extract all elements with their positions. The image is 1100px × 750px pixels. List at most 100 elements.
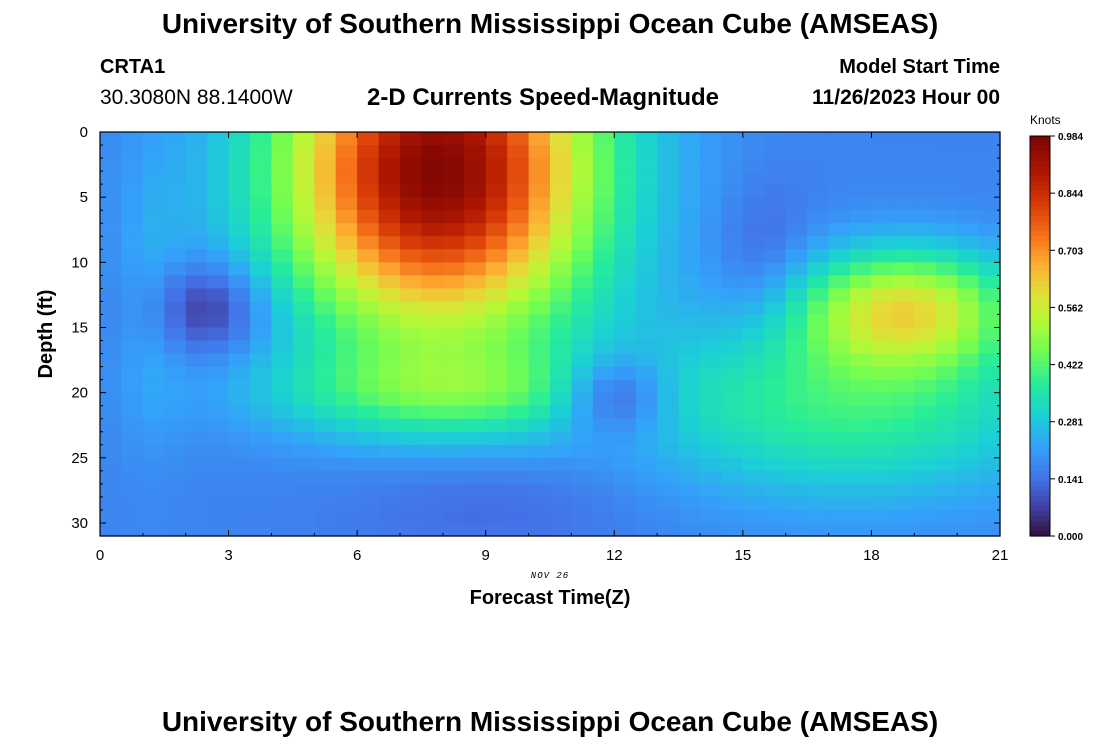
heatmap-cell [657,418,680,433]
heatmap-cell [357,509,380,524]
heatmap-cell [400,483,423,498]
heatmap-cell [292,132,315,146]
heatmap-cell [250,132,273,146]
heatmap-cell [250,275,273,289]
heatmap-cell [914,366,937,381]
colorbar-segment [1030,206,1050,212]
heatmap-cell [871,314,894,329]
heatmap-cell [914,262,937,276]
heatmap-cell [742,301,765,316]
heatmap-cell [635,197,658,211]
heatmap-cell [957,132,980,146]
heatmap-cell [271,197,294,211]
heatmap-cell [678,405,701,420]
heatmap-cell [571,509,594,524]
colorbar-tick-label: 0.141 [1058,475,1083,486]
heatmap-cell [871,275,894,289]
heatmap-cell [871,210,894,224]
colorbar-segment [1030,381,1050,387]
station-id: CRTA1 [100,56,166,78]
heatmap-cell [421,275,444,289]
colorbar-segment [1030,361,1050,367]
colorbar-segment [1030,311,1050,317]
colorbar-segment [1030,321,1050,327]
heatmap-cell [335,470,358,485]
heatmap-cell [764,366,787,381]
heatmap-cell [421,353,444,368]
heatmap-cell [571,470,594,485]
heatmap-cell [335,249,358,263]
heatmap-cell [292,444,315,459]
heatmap-cell [378,145,401,159]
colorbar-segment [1030,346,1050,352]
heatmap-cell [335,340,358,355]
heatmap-cell [892,210,915,224]
heatmap-cell [378,509,401,524]
heatmap-cell [228,457,251,472]
heatmap-cell [892,327,915,342]
heatmap-cell [657,184,680,198]
heatmap-cell [592,522,615,537]
heatmap-cell [550,236,573,250]
colorbar-segment [1030,251,1050,257]
heatmap-cell [207,340,230,355]
colorbar-segment [1030,376,1050,382]
heatmap-cell [357,132,380,146]
heatmap-cell [850,496,873,511]
heatmap-cell [678,444,701,459]
heatmap-cell [678,483,701,498]
heatmap-cell [807,470,830,485]
heatmap-cell [721,158,744,172]
heatmap-cell [271,301,294,316]
heatmap-cell [678,418,701,433]
heatmap-cell [657,444,680,459]
heatmap-cell [485,366,508,381]
heatmap-cell [485,288,508,303]
heatmap-cell [335,431,358,446]
heatmap-cell [378,418,401,433]
colorbar-segment [1030,226,1050,232]
heatmap-cell [742,210,765,224]
heatmap-cell [550,379,573,394]
heatmap-cell [871,379,894,394]
heatmap-cells [100,132,1001,537]
heatmap-cell [271,288,294,303]
colorbar-segment [1030,431,1050,437]
heatmap-cell [421,158,444,172]
heatmap-cell [185,444,208,459]
heatmap-cell [400,392,423,407]
heatmap-cell [957,457,980,472]
heatmap-cell [914,496,937,511]
heatmap-cell [571,483,594,498]
heatmap-cell [250,470,273,485]
heatmap-cell [100,366,123,381]
heatmap-cell [785,496,808,511]
heatmap-cell [121,522,144,537]
colorbar-segment [1030,241,1050,247]
heatmap-cell [935,392,958,407]
heatmap-cell [592,483,615,498]
heatmap-cell [892,483,915,498]
heatmap-cell [400,379,423,394]
heatmap-cell [528,431,551,446]
heatmap-cell [657,392,680,407]
heatmap-cell [635,236,658,250]
heatmap-cell [550,288,573,303]
heatmap-cell [764,405,787,420]
heatmap-cell [850,405,873,420]
colorbar-segment [1030,286,1050,292]
heatmap-cell [871,444,894,459]
heatmap-cell [207,275,230,289]
colorbar-tick-label: 0.562 [1058,303,1083,314]
heatmap-cell [507,418,530,433]
heatmap-cell [892,418,915,433]
heatmap-cell [528,353,551,368]
heatmap-cell [807,405,830,420]
heatmap-cell [271,405,294,420]
heatmap-cell [378,262,401,276]
heatmap-cell [442,262,465,276]
heatmap-cell [207,522,230,537]
heatmap-cell [400,496,423,511]
heatmap-cell [721,132,744,146]
heatmap-cell [442,522,465,537]
